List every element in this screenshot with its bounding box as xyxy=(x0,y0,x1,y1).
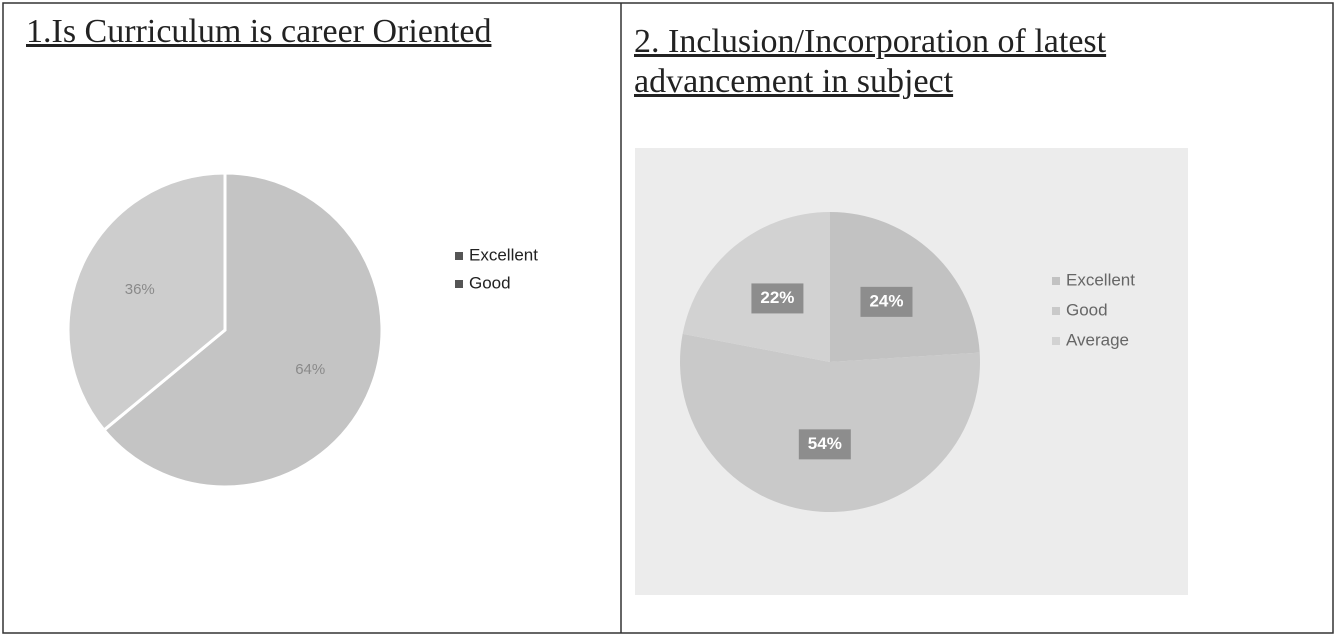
pie-slice xyxy=(101,171,384,489)
legend-label: Good xyxy=(469,273,511,292)
legend-swatch xyxy=(1052,277,1060,285)
data-label: 64% xyxy=(295,361,325,378)
chart-title: 1.Is Curriculum is career Oriented xyxy=(26,13,492,50)
legend-swatch xyxy=(455,280,463,288)
legend-swatch xyxy=(1052,307,1060,315)
data-label: 36% xyxy=(125,281,155,298)
data-label-box xyxy=(798,429,851,460)
legend-label: Excellent xyxy=(469,245,538,264)
data-label: 54% xyxy=(808,434,842,453)
pie-slice xyxy=(679,333,981,513)
legend-label: Excellent xyxy=(1066,270,1135,289)
chart-title: 2. Inclusion/Incorporation of latest adv… xyxy=(634,23,1107,100)
data-label-box xyxy=(751,283,804,314)
data-label: 22% xyxy=(760,288,794,307)
legend-label: Good xyxy=(1066,300,1108,319)
data-label-box xyxy=(860,286,913,317)
pie-slice xyxy=(66,171,227,433)
legend-swatch xyxy=(1052,337,1060,345)
legend-swatch xyxy=(455,252,463,260)
data-label: 24% xyxy=(869,291,903,310)
legend-label: Average xyxy=(1066,330,1129,349)
